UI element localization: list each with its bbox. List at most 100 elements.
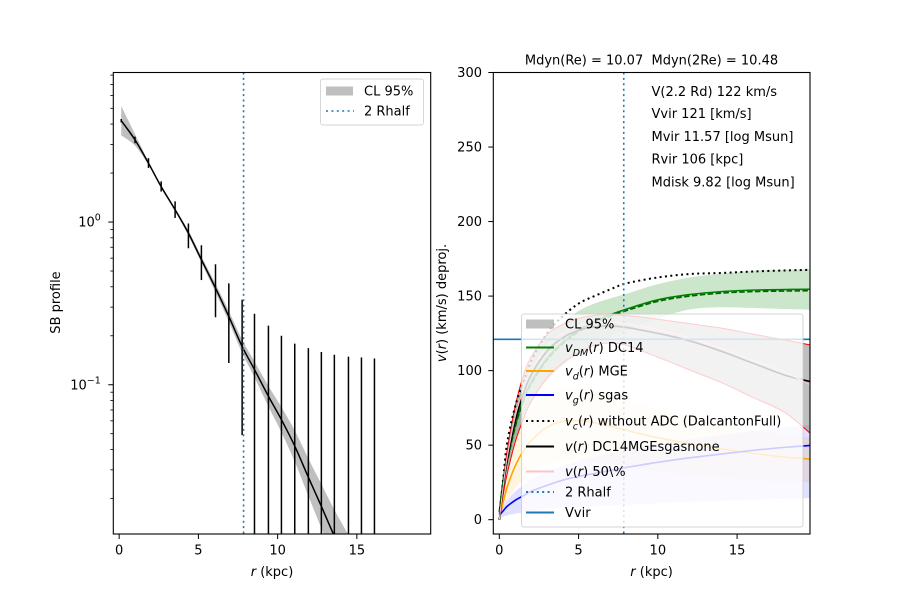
right-ylabel-text-segment: v: [435, 354, 450, 362]
right-legend-label: 2 Rhalf: [565, 486, 611, 501]
right-legend-label-text-segment: g: [573, 395, 579, 406]
right-y-tick-label: 50: [465, 439, 482, 454]
right-xlabel-text-segment: (kpc): [636, 565, 673, 580]
right-legend-label-text-segment: r: [583, 415, 590, 430]
right-legend-label-text-segment: r: [578, 440, 585, 455]
right-legend-label-text-segment: (: [573, 465, 578, 480]
right-legend-label: vg(r) sgas: [565, 389, 628, 407]
right-legend-label-text-segment: ) DC14: [599, 341, 644, 356]
right-legend-entry: vd(r) MGE: [526, 365, 628, 383]
right-legend-entry: 2 Rhalf: [526, 486, 611, 501]
sb-model-line: [120, 120, 335, 534]
left-y-tick-label: 10−1: [70, 375, 101, 393]
right-legend-entry: vDM(r) DC14: [526, 341, 644, 359]
right-ylabel-text-segment: r: [435, 342, 450, 349]
right-axes-frame: [492, 71, 811, 535]
annotation-mvir: Mvir 11.57 [log Msun]: [652, 130, 794, 145]
right-ylabel-text-segment: (: [435, 349, 450, 354]
left-xlabel-text-segment: r: [251, 565, 258, 580]
left-x-tick-label: 0: [115, 544, 123, 559]
right-legend-label-text-segment: (: [579, 365, 584, 380]
right-legend-label: vc(r) without ADC (DalcantonFull): [565, 415, 781, 433]
right-legend-label-text-segment: v: [565, 365, 573, 380]
right-legend-label-text-segment: ) without ADC (DalcantonFull): [588, 415, 781, 430]
right-legend-label-text-segment: (: [588, 341, 593, 356]
annotation-vvir: Vvir 121 [km/s]: [652, 107, 752, 122]
right-legend-entry: vc(r) without ADC (DalcantonFull): [526, 415, 781, 433]
left-y-tick-label: 100: [78, 213, 101, 231]
right-legend-label-text-segment: v: [565, 465, 573, 480]
right-legend-label-text-segment: v: [565, 389, 573, 404]
right-legend-frame: [521, 313, 804, 528]
left-y-tick-label-exponent: −1: [87, 375, 101, 386]
series-vdm-dashed: [498, 289, 810, 513]
right-legend-entry: v(r) DC14MGEsgasnone: [526, 440, 720, 455]
left-legend-label-2rhalf: 2 Rhalf: [364, 105, 410, 120]
left-y-tick-label-exponent: 0: [95, 213, 101, 224]
right-x-axis-label: r (kpc): [630, 565, 673, 580]
right-legend-label-text-segment: CL 95%: [565, 318, 614, 333]
right-y-tick-label: 150: [457, 290, 482, 305]
right-y-tick-label: 200: [457, 215, 482, 230]
left-y-tick-label-base: 10: [78, 216, 95, 231]
right-legend-label: v(r) DC14MGEsgasnone: [565, 440, 720, 455]
right-axes-title: Mdyn(Re) = 10.07 Mdyn(2Re) = 10.48: [525, 54, 778, 69]
right-x-tick-label: 0: [495, 544, 503, 559]
cl95-band: [121, 105, 348, 534]
right-legend-label-text-segment: 2 Rhalf: [565, 486, 611, 501]
right-legend-label-text-segment: r: [584, 389, 591, 404]
left-legend: CL 95% 2 Rhalf: [320, 78, 424, 126]
right-legend-label-text-segment: ) sgas: [589, 389, 628, 404]
right-legend-label-text-segment: ) MGE: [589, 365, 628, 380]
right-legend-label: v(r) 50\%: [565, 465, 626, 480]
right-legend-label: Vvir: [565, 506, 591, 521]
right-legend-label-text-segment: r: [593, 341, 600, 356]
annotation-mdisk: Mdisk 9.82 [log Msun]: [652, 176, 795, 191]
right-legend-label-text-segment: ) 50\%: [583, 465, 625, 480]
right-legend-label-text-segment: v: [565, 440, 573, 455]
right-legend-entry: vg(r) sgas: [526, 389, 628, 407]
right-legend-label-text-segment: v: [565, 415, 573, 430]
left-x-tick-label: 10: [269, 544, 286, 559]
left-x-tick-label: 5: [194, 544, 202, 559]
annotation-rvir: Rvir 106 [kpc]: [652, 153, 744, 168]
right-annotations: V(2.2 Rd) 122 km/s Vvir 121 [km/s] Mvir …: [652, 85, 795, 191]
right-legend-label-text-segment: ) DC14MGEsgasnone: [583, 440, 720, 455]
left-y-tick-label-base: 10: [70, 378, 87, 393]
left-plot-area: [120, 72, 376, 534]
right-legend-entry: v(r) 50\%: [526, 465, 626, 480]
right-x-tick-label: 5: [574, 544, 582, 559]
right-y-tick-label: 250: [457, 141, 482, 156]
right-y-tick-label: 100: [457, 364, 482, 379]
right-x-tick-label: 10: [650, 544, 667, 559]
right-legend-label-text-segment: r: [584, 365, 591, 380]
right-legend-label-text-segment: (: [579, 389, 584, 404]
right-legend-label-text-segment: r: [578, 465, 585, 480]
left-xlabel-text-segment: (kpc): [256, 565, 293, 580]
right-xlabel-text-segment: r: [630, 565, 637, 580]
right-legend-label: CL 95%: [565, 318, 614, 333]
left-x-tick-label: 15: [349, 544, 366, 559]
right-legend-label: vd(r) MGE: [565, 365, 628, 383]
right-legend-label-text-segment: d: [573, 371, 580, 382]
right-legend-label-text-segment: v: [565, 341, 573, 356]
left-legend-label-cl95: CL 95%: [364, 85, 413, 100]
right-legend-label: vDM(r) DC14: [565, 341, 644, 359]
legend-patch: [526, 319, 554, 329]
left-y-axis-label: SB profile: [49, 271, 64, 333]
right-legend-label-text-segment: (: [578, 415, 583, 430]
right-ylabel-text-segment: ) (km/s) deproj.: [435, 244, 450, 344]
right-x-tick-label: 15: [729, 544, 746, 559]
left-x-axis-label: r (kpc): [251, 565, 294, 580]
right-legend-label-text-segment: (: [573, 440, 578, 455]
legend-patch-cl95: [326, 86, 353, 96]
left-axes-frame: [112, 71, 432, 535]
right-legend-entry: Vvir: [526, 506, 591, 521]
